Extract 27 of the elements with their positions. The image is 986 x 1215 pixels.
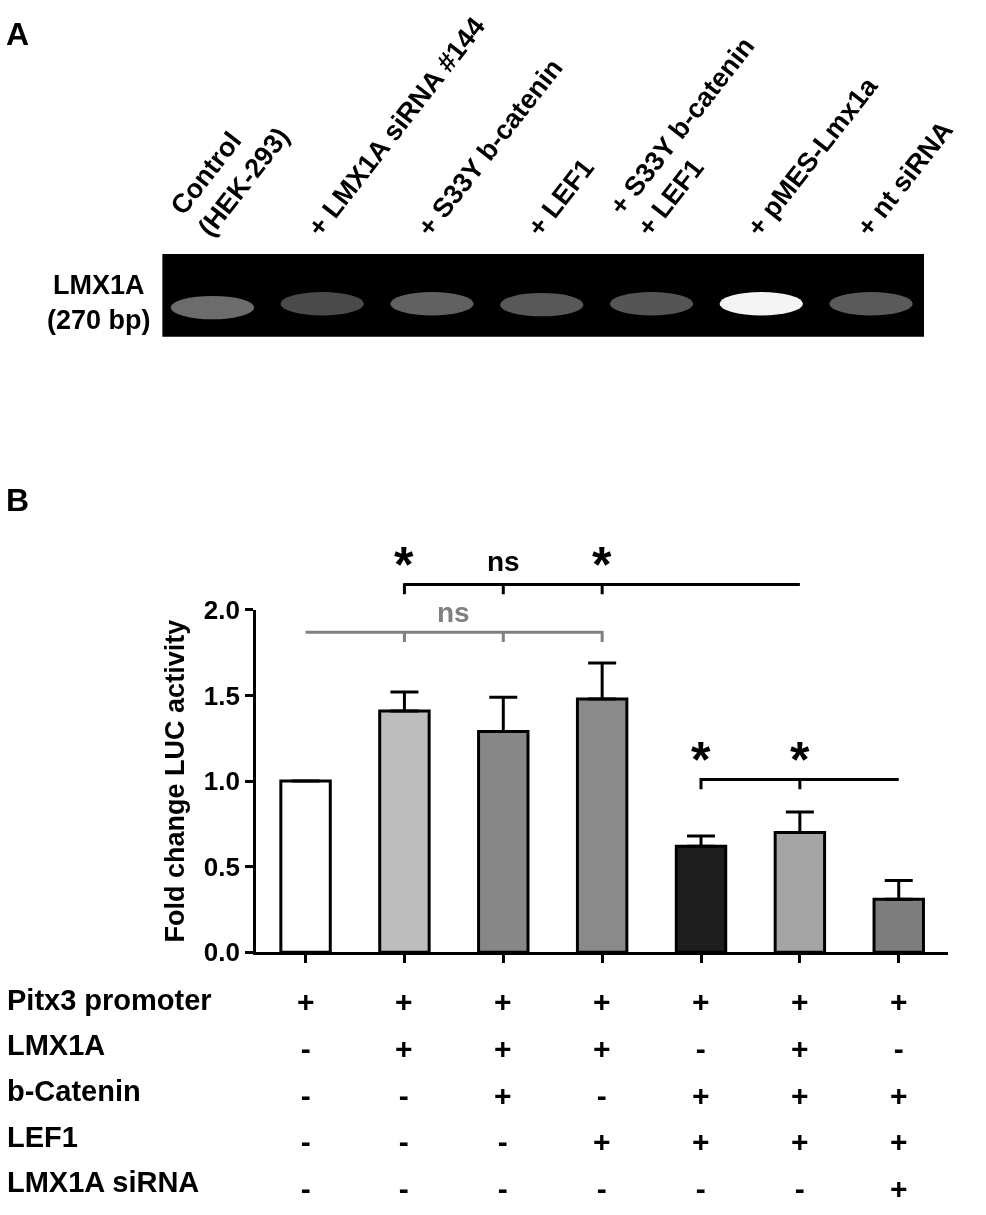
x-tick-label: + - + + - [692,985,710,1206]
text: * [592,537,612,593]
annotation: ns [437,597,470,628]
y-tick-label: 1.5 [203,680,240,711]
annotation: * [691,732,711,788]
y-tick-label: 0.5 [203,851,240,882]
text: * [394,537,414,593]
annotation: * [790,732,810,788]
text: LEF1 [7,1121,78,1153]
x-tick-label: + + - + - [593,985,611,1206]
chart-title: B [6,482,30,518]
x-tick-label: + + - - - [395,985,413,1206]
x-tick-label: + + + - - [494,985,512,1206]
x-tick-label: + - - - - [297,985,315,1206]
y-tick-label: 2.0 [203,595,240,626]
text: Pitx3 promoter [7,984,212,1016]
text: LMX1A [7,1029,106,1061]
x-tick-label: + - + + + [890,985,908,1206]
text: LMX1A (270 bp) [47,270,151,336]
y-axis-title: Fold change LUC activity [159,619,190,943]
text: A [6,16,30,52]
text: LMX1A siRNA [7,1166,200,1198]
x-tick-label: + + + + - [791,985,809,1206]
text: ns [487,546,520,577]
text: b-Catenin [7,1075,141,1107]
y-tick-label: 0.0 [203,937,240,968]
y-tick-label: 1.0 [203,766,240,797]
